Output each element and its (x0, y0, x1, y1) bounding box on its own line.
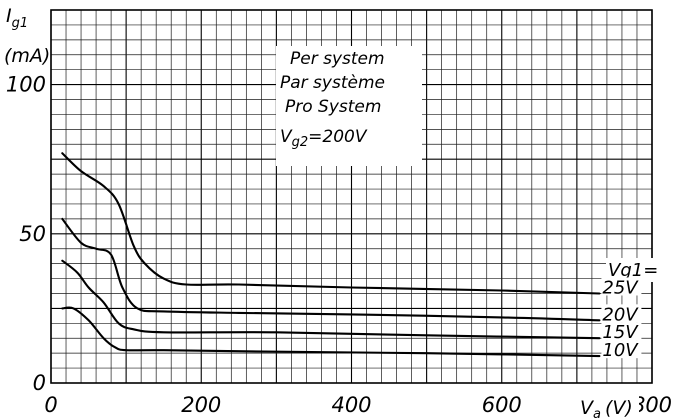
legend-title: Vg1= (608, 260, 658, 281)
y-tick-label: 100 (6, 73, 46, 97)
y-tick-label: 50 (19, 222, 46, 246)
y-tick-label: 0 (33, 371, 46, 395)
x-tick-label: 400 (331, 393, 371, 417)
series-label-bg (601, 322, 642, 341)
curve-vg1-20v (61, 217, 601, 322)
series-label-bg (601, 340, 642, 359)
x-axis-label: Va (V) (580, 397, 633, 419)
series-label-bg (601, 277, 642, 296)
y-axis-label: Ig1 (6, 5, 28, 31)
curves (61, 152, 601, 358)
annotation-line-4: Vg2=200V (280, 127, 368, 150)
x-tick-label: 200 (181, 393, 221, 417)
x-tick-label: 0 (44, 393, 57, 417)
annotation-line-2: Par système (280, 73, 385, 93)
annotation-line-3: Pro System (285, 97, 381, 117)
series-label-bg (601, 304, 642, 323)
annotation-block: Per system Par système Pro System Vg2=20… (276, 46, 422, 166)
curve-vg1-25v (61, 152, 601, 295)
series-label: 25V (602, 277, 639, 298)
curve-vg1-15v (61, 259, 601, 340)
y-axis-unit: (mA) (4, 45, 50, 67)
curve-vg1-10v (61, 306, 601, 358)
x-tick-label: 600 (482, 393, 522, 417)
annotation-line-1: Per system (290, 49, 385, 69)
x-axis-label-bg (577, 396, 639, 419)
series-label: 15V (602, 322, 639, 343)
plot-frame (50, 9, 653, 384)
series-label: 10V (602, 340, 639, 361)
series-label: 20V (602, 304, 639, 325)
